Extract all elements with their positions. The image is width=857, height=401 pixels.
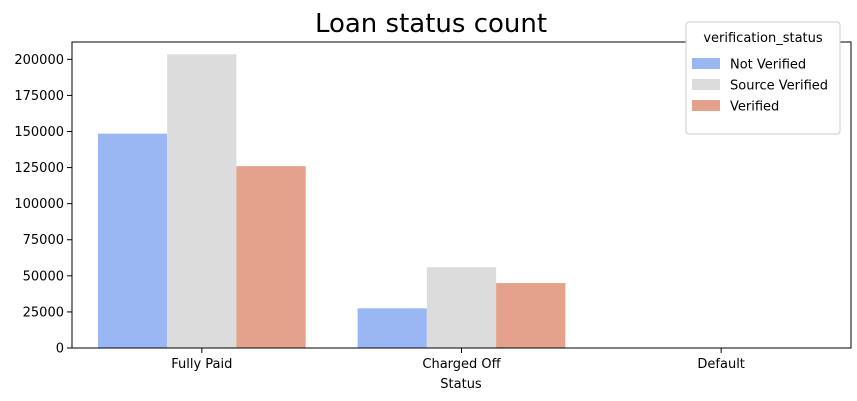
y-tick-label: 50000: [23, 269, 64, 284]
x-tick-label: Charged Off: [422, 357, 501, 372]
chart-title: Loan status count: [315, 9, 547, 39]
x-tick-label: Fully Paid: [171, 357, 232, 372]
legend-frame: [685, 21, 841, 135]
bars-layer: [97, 54, 566, 349]
legend-entries: Not Verified Source Verified Verified: [692, 58, 828, 115]
bar-fully-paid-verified: [236, 166, 306, 348]
x-axis-label: Status: [440, 377, 482, 392]
legend-title: verification_status: [703, 31, 823, 46]
bar-fully-paid-source-verified: [167, 54, 237, 349]
legend-swatch-source-verified: [692, 79, 720, 90]
bar-charged-off-verified: [496, 283, 566, 348]
y-tick-label: 175000: [14, 89, 64, 104]
y-tick-label: 200000: [14, 53, 64, 68]
legend-label: Verified: [730, 100, 779, 115]
y-tick-label: 25000: [23, 305, 64, 320]
legend: verification_status Not Verified Source V…: [685, 21, 841, 135]
bar-charged-off-not-verified: [357, 308, 427, 348]
axes-layer: Fully Paid Charged Off Default 0 25000 50000 7…: [14, 41, 852, 372]
y-tick-label: 100000: [14, 197, 64, 212]
legend-label: Source Verified: [730, 79, 828, 94]
x-tick-label: Default: [697, 357, 745, 372]
bar-charged-off-source-verified: [426, 267, 497, 348]
y-tick-label: 125000: [14, 161, 64, 176]
legend-swatch-not-verified: [692, 58, 720, 69]
legend-swatch-verified: [692, 100, 720, 111]
y-tick-label: 0: [56, 342, 64, 357]
plot-frame: [71, 41, 852, 349]
bar-fully-paid-not-verified: [97, 133, 168, 348]
legend-label: Not Verified: [730, 58, 806, 73]
y-tick-label: 150000: [14, 125, 64, 140]
y-tick-label: 75000: [23, 233, 64, 248]
